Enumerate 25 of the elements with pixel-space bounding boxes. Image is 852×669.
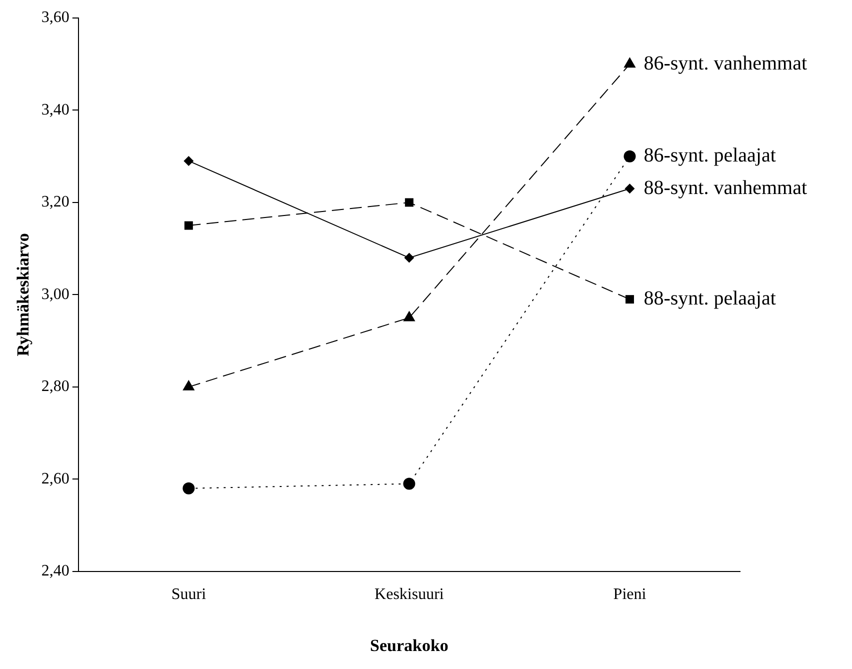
y-axis-title: Ryhmäkeskiarvo bbox=[14, 233, 33, 356]
point bbox=[625, 295, 634, 304]
series-label: 88-synt. pelaajat bbox=[644, 288, 776, 310]
x-axis-title: Seurakoko bbox=[370, 636, 448, 656]
y-tick-label: 3,40 bbox=[41, 101, 70, 118]
point bbox=[403, 478, 416, 490]
series-label: 86-synt. vanhemmat bbox=[644, 52, 808, 74]
series-label: 88-synt. vanhemmat bbox=[644, 176, 808, 199]
y-tick-label: 3,20 bbox=[41, 194, 70, 211]
x-tick-label: Keskisuuri bbox=[374, 586, 444, 604]
point bbox=[184, 221, 193, 230]
y-tick-label: 3,60 bbox=[41, 9, 70, 26]
point bbox=[184, 156, 194, 166]
point bbox=[624, 150, 636, 162]
point bbox=[182, 482, 195, 494]
series-label: 86-synt. pelaajat bbox=[644, 144, 776, 167]
point bbox=[404, 252, 414, 263]
y-tick-label: 2,80 bbox=[41, 378, 70, 396]
y-tick-label: 2,60 bbox=[41, 470, 70, 488]
x-tick-label: Pieni bbox=[613, 586, 647, 604]
point bbox=[624, 184, 635, 194]
point bbox=[404, 198, 414, 207]
y-tick-label: 3,00 bbox=[41, 286, 70, 303]
y-tick-label: 2,40 bbox=[41, 562, 70, 580]
x-tick-label: Suuri bbox=[171, 586, 207, 604]
